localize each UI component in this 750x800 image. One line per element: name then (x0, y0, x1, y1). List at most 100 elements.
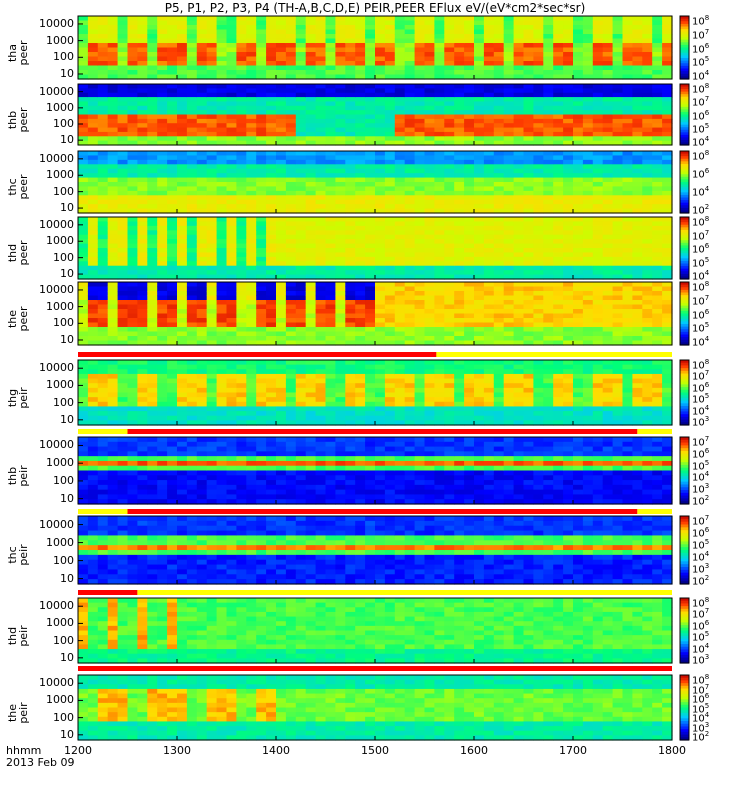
heatmap-cell (365, 401, 376, 408)
heatmap-cell (662, 252, 673, 258)
heatmap-cell (87, 131, 99, 137)
heatmap-cell (216, 256, 228, 262)
heatmap-cell (464, 65, 475, 71)
heatmap-cell (87, 38, 99, 44)
heatmap-cell (196, 52, 208, 58)
heatmap-cell (582, 265, 594, 271)
colorbar-swatch (680, 229, 689, 234)
heatmap-cell (602, 261, 614, 267)
heatmap-cell (107, 140, 119, 146)
heatmap-cell (652, 140, 663, 146)
colorbar-swatch (680, 273, 689, 278)
heatmap-cell (632, 52, 643, 58)
heatmap-cell (355, 65, 366, 71)
heatmap-cell (474, 383, 485, 389)
heatmap-cell (137, 336, 148, 342)
heatmap-cell (632, 225, 643, 231)
heatmap-cell (177, 373, 188, 380)
heatmap-cell (87, 136, 99, 142)
heatmap-cell (246, 313, 257, 319)
panel-tha-peer (77, 15, 673, 80)
heatmap-cell (226, 20, 237, 26)
heatmap-cell (582, 151, 594, 157)
heatmap-cell (137, 56, 148, 62)
heatmap-cell (365, 182, 376, 188)
heatmap-cell (375, 164, 386, 170)
heatmap-cell (662, 34, 673, 40)
heatmap-cell (167, 177, 178, 183)
heatmap-cell (147, 204, 158, 210)
heatmap-cell (622, 217, 633, 223)
heatmap-cell (483, 38, 495, 44)
heatmap-cell (117, 340, 129, 346)
heatmap-cell (454, 101, 465, 107)
heatmap-cell (434, 182, 445, 188)
heatmap-cell (592, 300, 604, 306)
heatmap-cell (117, 118, 129, 124)
heatmap-cell (127, 92, 138, 98)
heatmap-cell (543, 322, 554, 328)
heatmap-cell (335, 295, 346, 301)
heatmap-cell (117, 123, 129, 129)
heatmap-cell (454, 173, 465, 179)
heatmap-cell (513, 20, 525, 26)
heatmap-cell (127, 383, 138, 389)
heatmap-cell (97, 177, 109, 183)
heatmap-cell (404, 309, 416, 315)
heatmap-cell (394, 136, 406, 142)
colorbar-frame (679, 83, 690, 146)
heatmap-cell (117, 291, 129, 297)
heatmap-cell (117, 397, 129, 403)
heatmap-cell (483, 243, 495, 249)
heatmap-cell (285, 243, 297, 249)
heatmap-cell (345, 415, 356, 421)
heatmap-cell (177, 164, 188, 170)
heatmap-cell (206, 217, 218, 223)
heatmap-cell (404, 56, 416, 62)
heatmap-cell (483, 295, 495, 301)
heatmap-cell (612, 256, 624, 262)
heatmap-cell (186, 70, 198, 76)
heatmap-cell (365, 136, 376, 142)
heatmap-cell (493, 47, 505, 53)
heatmap-cell (493, 97, 505, 103)
heatmap-cell (236, 131, 247, 137)
heatmap-cell (206, 105, 218, 111)
heatmap-cell (612, 114, 624, 120)
heatmap-cell (256, 127, 267, 133)
heatmap-cell (107, 136, 119, 142)
heatmap-cell (642, 155, 653, 161)
heatmap-cell (87, 318, 99, 324)
heatmap-cell (533, 195, 544, 201)
heatmap-cell (424, 225, 435, 231)
heatmap-cell (592, 47, 604, 53)
heatmap-cell (602, 110, 614, 116)
heatmap-cell (602, 16, 614, 22)
heatmap-cell (424, 127, 435, 133)
heatmap-cell (543, 239, 554, 245)
heatmap-cell (662, 123, 673, 129)
heatmap-cell (107, 16, 119, 22)
heatmap-cell (206, 173, 218, 179)
heatmap-cell (533, 248, 544, 254)
heatmap-cell (147, 234, 158, 240)
heatmap-cell (325, 340, 336, 346)
heatmap-cell (226, 313, 237, 319)
heatmap-cell (335, 392, 346, 398)
heatmap-cell (355, 70, 366, 76)
heatmap-cell (335, 168, 346, 174)
heatmap-cell (295, 378, 307, 384)
heatmap-cell (632, 140, 643, 146)
heatmap-cell (147, 383, 158, 389)
heatmap-cell (226, 243, 237, 249)
heatmap-cell (206, 369, 218, 375)
heatmap-cell (216, 140, 228, 146)
heatmap-cell (137, 168, 148, 174)
heatmap-cell (117, 265, 129, 271)
heatmap-cell (206, 234, 218, 240)
heatmap-cell (256, 291, 267, 297)
heatmap-cell (563, 318, 574, 324)
heatmap-cell (325, 182, 336, 188)
colorbar-swatch (680, 187, 689, 191)
heatmap-cell (355, 74, 366, 80)
